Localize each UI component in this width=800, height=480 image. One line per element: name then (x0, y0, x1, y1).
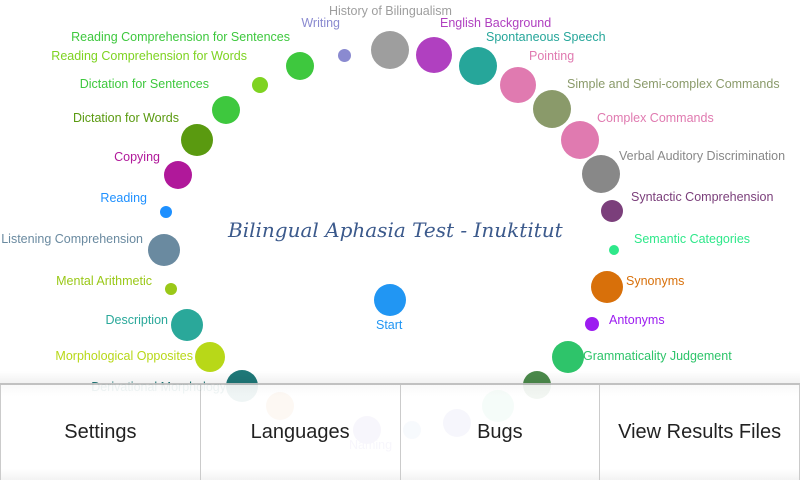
test-node-simple-commands[interactable] (533, 90, 571, 128)
view-results-files-menu-button[interactable]: View Results Files (600, 385, 800, 480)
test-label-listening-comprehension[interactable]: Listening Comprehension (1, 232, 143, 246)
test-label-pointing[interactable]: Pointing (529, 49, 575, 63)
test-node-verbal-auditory-discrimination[interactable] (582, 155, 620, 193)
test-label-verbal-auditory-discrimination[interactable]: Verbal Auditory Discrimination (619, 149, 786, 163)
test-node-spontaneous-speech[interactable] (459, 47, 497, 85)
test-node-description[interactable] (171, 309, 203, 341)
start-node[interactable] (374, 284, 406, 316)
settings-menu-button[interactable]: Settings (0, 385, 201, 480)
test-node-dictation-words[interactable] (181, 124, 213, 156)
test-label-simple-commands[interactable]: Simple and Semi-complex Commands (567, 77, 780, 91)
start-label[interactable]: Start (376, 318, 403, 332)
test-label-semantic-categories[interactable]: Semantic Categories (634, 232, 751, 246)
test-node-reading[interactable] (160, 206, 172, 218)
test-label-english-background[interactable]: English Background (440, 16, 552, 30)
test-label-reading[interactable]: Reading (100, 191, 147, 205)
test-node-listening-comprehension[interactable] (148, 234, 180, 266)
test-node-antonyms[interactable] (585, 317, 599, 331)
test-node-english-background[interactable] (416, 37, 452, 73)
languages-menu-button[interactable]: Languages (201, 385, 401, 480)
test-node-complex-commands[interactable] (561, 121, 599, 159)
test-label-dictation-words[interactable]: Dictation for Words (72, 111, 179, 125)
test-node-reading-comprehension-words[interactable] (252, 77, 268, 93)
test-label-syntactic-comprehension[interactable]: Syntactic Comprehension (631, 190, 774, 204)
test-node-syntactic-comprehension[interactable] (601, 200, 623, 222)
test-node-mental-arithmetic[interactable] (165, 283, 177, 295)
options-menu-bar: Settings Languages Bugs View Results Fil… (0, 371, 800, 480)
test-label-spontaneous-speech[interactable]: Spontaneous Speech (486, 30, 606, 44)
test-label-antonyms[interactable]: Antonyms (609, 313, 665, 327)
test-label-copying[interactable]: Copying (114, 150, 160, 164)
test-node-semantic-categories[interactable] (609, 245, 619, 255)
test-label-dictation-sentences[interactable]: Dictation for Sentences (79, 77, 209, 91)
test-label-synonyms[interactable]: Synonyms (626, 274, 685, 288)
test-node-synonyms[interactable] (591, 271, 623, 303)
test-label-reading-comprehension-words[interactable]: Reading Comprehension for Words (51, 49, 247, 63)
test-label-mental-arithmetic[interactable]: Mental Arithmetic (56, 274, 152, 288)
test-label-grammaticality-judgement[interactable]: Grammaticality Judgement (583, 349, 732, 363)
test-label-reading-comprehension-sentences[interactable]: Reading Comprehension for Sentences (71, 30, 290, 44)
app-title: Bilingual Aphasia Test - Inuktitut (228, 218, 563, 242)
test-node-morphological-opposites[interactable] (195, 342, 225, 372)
test-node-history-of-bilingualism[interactable] (371, 31, 409, 69)
test-node-dictation-sentences[interactable] (212, 96, 240, 124)
test-node-grammaticality-judgement[interactable] (552, 341, 584, 373)
test-label-writing[interactable]: Writing (301, 16, 340, 30)
test-label-complex-commands[interactable]: Complex Commands (597, 111, 714, 125)
test-node-writing[interactable] (337, 48, 351, 62)
test-node-copying[interactable] (164, 161, 192, 189)
test-label-history-of-bilingualism[interactable]: History of Bilingualism (329, 4, 452, 18)
bugs-menu-button[interactable]: Bugs (401, 385, 601, 480)
test-node-pointing[interactable] (500, 67, 536, 103)
test-label-morphological-opposites[interactable]: Morphological Opposites (55, 349, 193, 363)
test-node-reading-comprehension-sentences[interactable] (286, 52, 314, 80)
test-label-description[interactable]: Description (105, 313, 168, 327)
